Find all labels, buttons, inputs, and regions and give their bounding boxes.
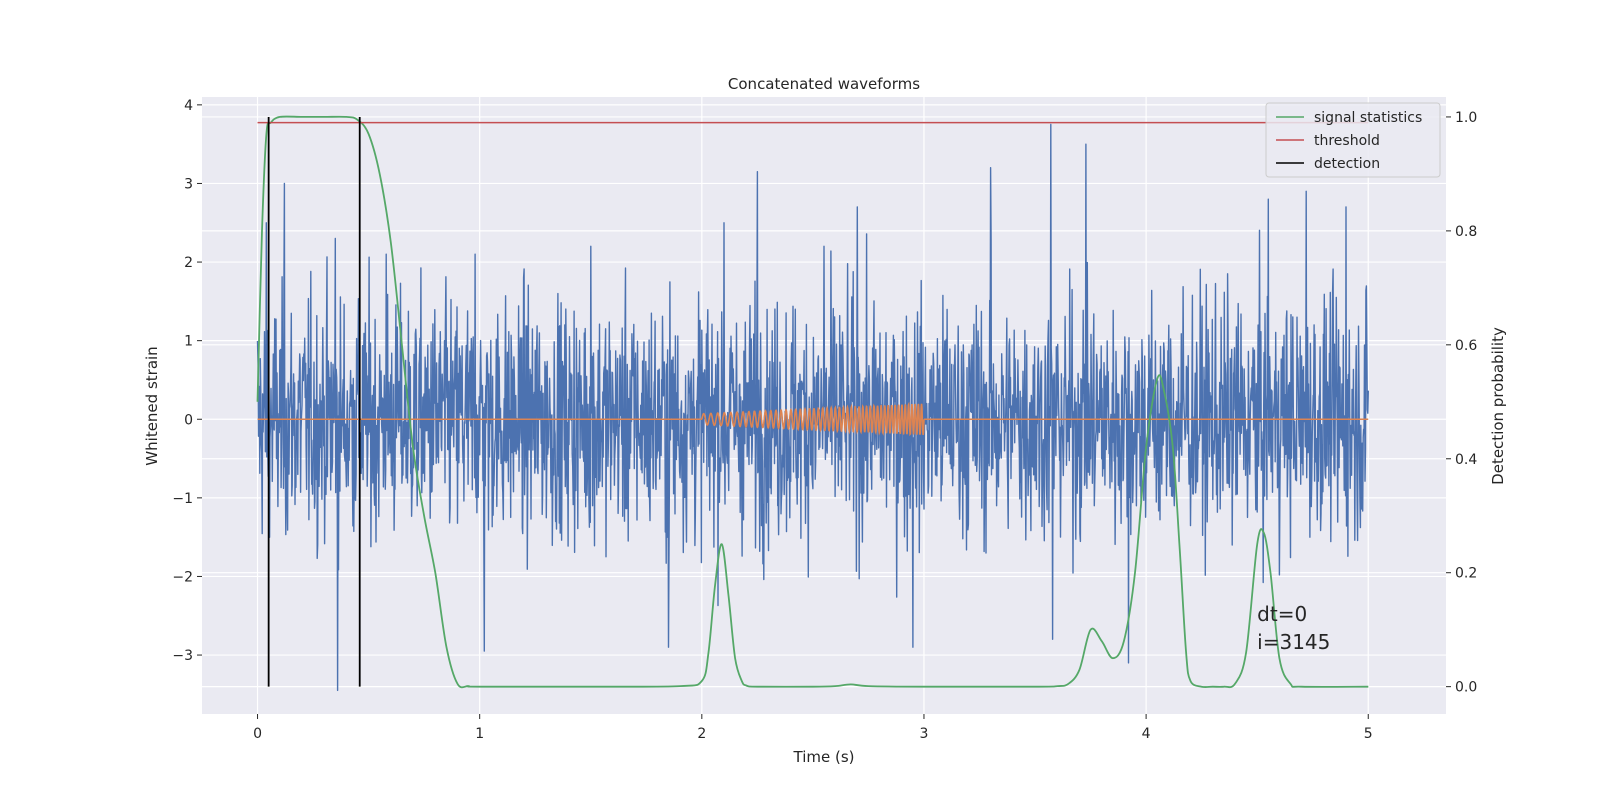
y2-tick-label: 0.6 [1455,338,1477,354]
chart-title: Concatenated waveforms [728,75,920,93]
x-axis-label: Time (s) [793,748,855,766]
y-tick-label: 4 [184,98,193,114]
legend: signal statistics threshold detection [1265,102,1441,178]
y2-axis-label: Detection probability [1489,327,1507,485]
strain-line [256,123,1369,692]
y-tick-label: −2 [172,569,193,585]
y-tick-label: 1 [184,334,193,350]
signal-statistics-line [256,115,1369,689]
y2-tick-label: 0.4 [1455,452,1477,468]
y2-tick-label: 0.2 [1455,566,1477,582]
x-tick-label: 3 [920,726,929,742]
strain-series [256,123,1369,692]
x-tick-label: 5 [1364,726,1373,742]
legend-box [1265,102,1441,178]
legend-label-signal-statistics: signal statistics [1314,110,1422,126]
y2-tick-label: 0.8 [1455,224,1477,240]
y-tick-label: 3 [184,176,193,192]
injection-series [257,401,1369,437]
annotation-index: i=3145 [1257,630,1330,654]
detection-series [267,116,361,687]
y-tick-label: −1 [172,491,193,507]
x-tick-label: 0 [253,726,262,742]
x-tick-label: 4 [1142,726,1151,742]
y-tick-label: −3 [172,648,193,664]
ticks: 0 1 2 3 4 5 −3 −2 −1 0 1 2 3 4 0.0 0.2 0.4 0.6 0.8 1.0 [172,98,1477,742]
x-tick-label: 2 [697,726,706,742]
legend-label-threshold: threshold [1314,133,1380,149]
y-tick-label: 2 [184,255,193,271]
y2-tick-label: 1.0 [1455,110,1477,126]
y-tick-label: 0 [184,412,193,428]
signal-statistics-series [256,115,1369,689]
injection-chirp-line [701,401,925,437]
annotation-dt: dt=0 [1257,602,1307,626]
y-axis-label: Whitened strain [143,346,161,465]
legend-label-detection: detection [1314,156,1380,172]
x-tick-label: 1 [475,726,484,742]
y2-tick-label: 0.0 [1455,680,1477,696]
